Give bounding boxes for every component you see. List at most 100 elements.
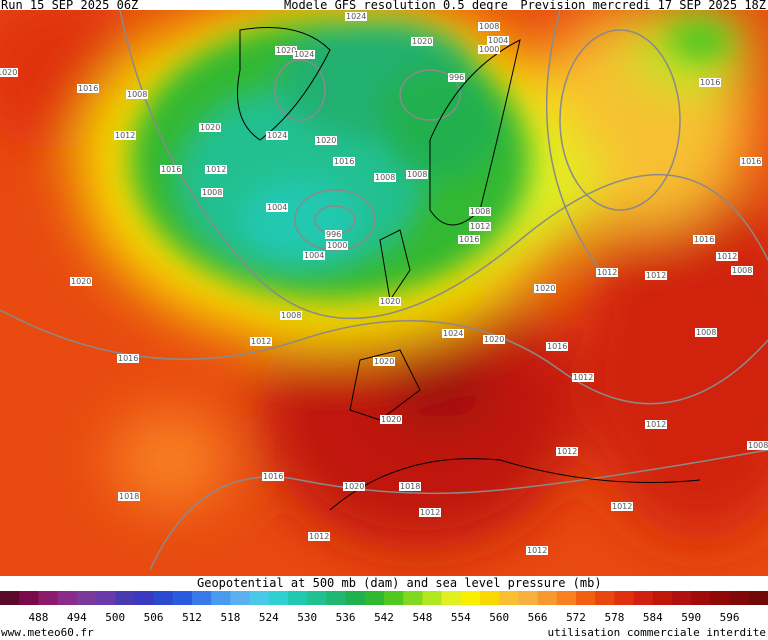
colorbar-tick-label: 548 [412, 611, 433, 624]
isobar-label: 1016 [546, 342, 569, 351]
colorbar-tick-label: 506 [143, 611, 164, 624]
isobar-label: 1008 [747, 441, 768, 450]
colorbar-segment [672, 591, 692, 605]
colorbar-segment [614, 591, 635, 605]
colorbar-segment [288, 591, 308, 605]
colorbar-segment [0, 591, 20, 605]
colorbar-segment [633, 591, 654, 605]
colorbar-tick-label: 512 [182, 611, 202, 624]
isobar-label: 1016 [333, 157, 356, 166]
colorbar-segment [76, 591, 97, 605]
isobar-label: 1020 [534, 284, 557, 293]
isobar-label: 1000 [478, 45, 501, 54]
isobar-label: 1012 [645, 420, 668, 429]
isobar-label: 1020 [70, 277, 93, 286]
isobar-label: 1012 [469, 222, 492, 231]
colorbar-tick-label: 524 [258, 611, 279, 624]
isobar-label: 1008 [374, 173, 397, 182]
isobar-label: 1024 [442, 329, 465, 338]
colorbar-tick-label: 590 [681, 611, 702, 624]
colorbar-tick-label: 560 [489, 611, 510, 624]
isobar-label: 1012 [526, 546, 549, 555]
isobar-label: 1008 [469, 207, 492, 216]
colorbar-segment [326, 591, 347, 605]
colorbar-tick-label: 500 [105, 611, 126, 624]
isobar-label: 1018 [399, 482, 422, 491]
isobar-label: 1016 [117, 354, 140, 363]
colorbar-segment [249, 591, 270, 605]
colorbar-segment [403, 591, 423, 605]
colorbar-segment [518, 591, 539, 605]
colorbar-segment [422, 591, 443, 605]
colorbar-tick-label: 536 [335, 611, 356, 624]
isobar-lines [0, 10, 768, 571]
colorbar-segment [192, 591, 212, 605]
colorbar-tick-label: 578 [604, 611, 625, 624]
colorbar-segment [268, 591, 289, 605]
isobar-label: 1008 [406, 170, 429, 179]
colorbar-segment [460, 591, 481, 605]
isobar-label: 1008 [280, 311, 303, 320]
run-time: Run 15 SEP 2025 06Z [1, 0, 139, 12]
isobar-label: 1000 [326, 241, 349, 250]
colorbar-tick-label: 572 [566, 611, 586, 624]
notice: utilisation commerciale interdite [547, 626, 766, 639]
colorbar-segment [729, 591, 750, 605]
isobar-label: 1020 [275, 46, 298, 55]
isobar-label: 996 [448, 73, 466, 82]
isobar-label: 1016 [77, 84, 100, 93]
colorbar-segment [748, 591, 768, 605]
isobar-label: 1012 [572, 373, 595, 382]
forecast-time: Prevision mercredi 17 SEP 2025 18Z [520, 0, 766, 12]
isobar-label: 1012 [611, 502, 634, 511]
colorbar-segment [595, 591, 615, 605]
isobar-label: 1012 [250, 337, 273, 346]
colorbar-segment [710, 591, 731, 605]
colorbar-tick-label: 596 [719, 611, 740, 624]
isobar-label: 1012 [419, 508, 442, 517]
colorbar-tick-label: 542 [374, 611, 394, 624]
isobar-label: 1020 [315, 136, 338, 145]
model-info: Modele GFS resolution 0.5 degre [284, 0, 508, 12]
isobar-label: 1012 [596, 268, 619, 277]
isobar-label: 1020 [343, 482, 366, 491]
colorbar-tick-label: 554 [450, 611, 471, 624]
site: www.meteo60.fr [1, 626, 94, 639]
isobar-label: 1016 [262, 472, 285, 481]
colorbar-segment [441, 591, 462, 605]
isobar-label: 1012 [205, 165, 228, 174]
isobar-label: 1020 [483, 335, 506, 344]
isobar-label: 1012 [114, 131, 137, 140]
colorbar-segment [115, 591, 135, 605]
colorbar-segment [345, 591, 366, 605]
isobar-label: 1012 [645, 271, 668, 280]
isobar-label: 1004 [487, 36, 510, 45]
colorbar-title: Geopotential at 500 mb (dam) and sea lev… [197, 576, 602, 590]
isobar-label: 1012 [716, 252, 739, 261]
isobar-label: 1024 [266, 131, 289, 140]
colorbar-segment [556, 591, 577, 605]
isobar-label: 1008 [478, 22, 501, 31]
colorbar-segment [364, 591, 385, 605]
colorbar-segment [499, 591, 519, 605]
isobar-label: 1020 [199, 123, 222, 132]
colorbar-segment [230, 591, 251, 605]
colorbar-segment [691, 591, 711, 605]
colorbar-tick-label: 584 [642, 611, 663, 624]
isobar-label: 1008 [201, 188, 224, 197]
colorbar-tick-label: 518 [220, 611, 241, 624]
isobar-label: 996 [325, 230, 343, 239]
colorbar-segment [153, 591, 174, 605]
isobar-label: 1020 [380, 415, 403, 424]
isobar-label: 1024 [345, 12, 368, 21]
colorbar-tick-label: 494 [66, 611, 87, 624]
colorbar-labels: 488 494 500 506 512 518 524 530 536 542 548 554 560 5… [0, 611, 768, 625]
colorbar-segment [576, 591, 596, 605]
colorbar-tick-label: 530 [297, 611, 318, 624]
colorbar [0, 591, 768, 605]
colorbar-segment [172, 591, 193, 605]
map-field [0, 10, 768, 576]
isobar-label: 1020 [411, 37, 434, 46]
colorbar-segment [96, 591, 116, 605]
